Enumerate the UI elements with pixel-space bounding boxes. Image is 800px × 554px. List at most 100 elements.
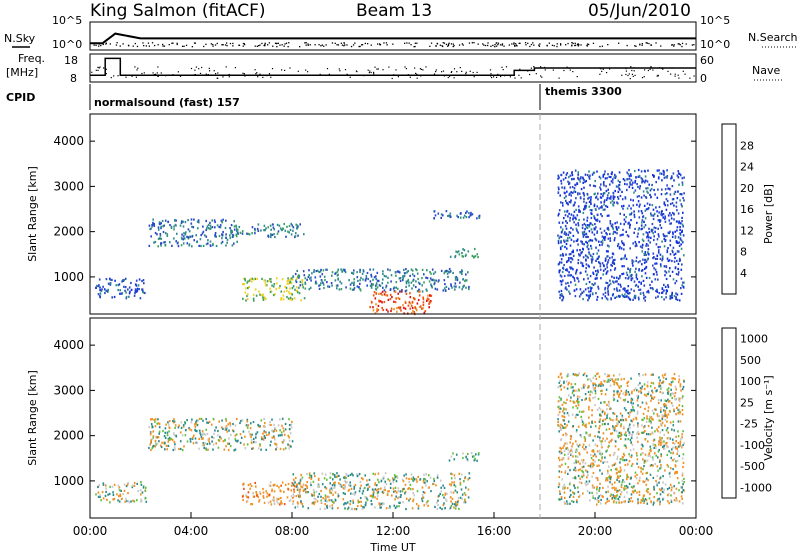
echo-cell bbox=[558, 269, 561, 272]
echo-cell bbox=[200, 234, 202, 237]
echo-cell bbox=[598, 495, 600, 498]
echo-cell bbox=[125, 297, 128, 300]
nsearch-point bbox=[331, 42, 334, 44]
echo-cell bbox=[272, 226, 275, 229]
echo-cell bbox=[295, 280, 298, 284]
echo-cell bbox=[169, 241, 171, 244]
nave-point bbox=[476, 71, 478, 73]
echo-cell bbox=[614, 427, 616, 430]
echo-cell bbox=[622, 242, 625, 245]
echo-cell bbox=[574, 190, 577, 193]
echo-cell bbox=[606, 266, 608, 269]
echo-cell bbox=[276, 223, 279, 226]
echo-cell bbox=[563, 501, 566, 504]
echo-cell bbox=[569, 266, 571, 269]
echo-cell bbox=[296, 488, 299, 491]
echo-cell bbox=[374, 496, 376, 499]
echo-cell bbox=[674, 377, 676, 381]
echo-cell bbox=[608, 444, 610, 447]
echo-cell bbox=[664, 274, 666, 277]
echo-cell bbox=[664, 220, 667, 223]
echo-cell bbox=[679, 193, 681, 196]
echo-cell bbox=[670, 381, 673, 384]
echo-cell bbox=[195, 234, 197, 237]
echo-cell bbox=[574, 475, 576, 479]
echo-cell bbox=[350, 487, 353, 490]
echo-cell bbox=[365, 501, 367, 504]
nave-point bbox=[451, 71, 453, 73]
echo-cell bbox=[659, 419, 662, 422]
echo-cell bbox=[569, 437, 572, 441]
echo-cell bbox=[645, 244, 647, 247]
nsearch-point bbox=[413, 46, 415, 48]
echo-cell bbox=[560, 384, 563, 387]
echo-cell bbox=[124, 289, 126, 292]
echo-cell bbox=[636, 491, 638, 494]
echo-cell bbox=[568, 182, 571, 185]
echo-cell bbox=[220, 242, 223, 245]
nsearch-point bbox=[216, 42, 218, 45]
echo-cell bbox=[618, 501, 621, 504]
echo-cell bbox=[291, 278, 294, 281]
echo-cell bbox=[254, 434, 257, 437]
echo-cell bbox=[661, 381, 663, 385]
echo-cell bbox=[96, 284, 98, 287]
nave-point bbox=[420, 75, 422, 77]
echo-cell bbox=[629, 274, 632, 277]
echo-cell bbox=[572, 217, 574, 220]
nave-point bbox=[217, 72, 219, 74]
echo-cell bbox=[324, 486, 326, 489]
echo-cell bbox=[235, 433, 238, 436]
echo-cell bbox=[585, 235, 587, 239]
echo-cell bbox=[464, 499, 466, 502]
echo-cell bbox=[344, 476, 346, 479]
echo-cell bbox=[429, 294, 431, 297]
nsky-series-line bbox=[90, 32, 696, 45]
echo-cell bbox=[633, 191, 635, 194]
echo-cell bbox=[270, 228, 272, 231]
echo-cell bbox=[641, 178, 644, 181]
echo-cell bbox=[572, 455, 574, 458]
nsearch-label: N.Search bbox=[748, 31, 798, 44]
echo-cell bbox=[640, 224, 643, 227]
echo-cell bbox=[673, 253, 675, 256]
echo-cell bbox=[161, 441, 163, 444]
echo-cell bbox=[136, 482, 138, 485]
echo-cell bbox=[262, 491, 265, 494]
echo-cell bbox=[640, 391, 643, 394]
echo-cell bbox=[680, 203, 683, 206]
echo-cell bbox=[616, 457, 618, 460]
echo-cell bbox=[313, 494, 315, 497]
echo-cell bbox=[638, 227, 640, 230]
echo-cell bbox=[248, 285, 250, 289]
echo-cell bbox=[585, 206, 587, 209]
nsearch-point bbox=[495, 45, 498, 47]
nsearch-point bbox=[256, 45, 258, 47]
echo-cell bbox=[573, 279, 576, 282]
echo-cell bbox=[362, 478, 364, 481]
echo-cell bbox=[139, 297, 142, 300]
echo-cell bbox=[182, 238, 185, 241]
echo-cell bbox=[363, 506, 365, 509]
nsearch-point bbox=[304, 42, 306, 44]
nave-point bbox=[136, 69, 138, 71]
echo-cell bbox=[568, 200, 571, 204]
echo-cell bbox=[576, 268, 578, 272]
echo-cell bbox=[455, 504, 457, 507]
nsearch-point bbox=[232, 42, 234, 45]
echo-cell bbox=[608, 245, 610, 248]
echo-cell bbox=[590, 247, 593, 250]
echo-cell bbox=[186, 440, 189, 443]
nave-point bbox=[661, 67, 663, 69]
nave-point bbox=[376, 68, 378, 70]
nave-point bbox=[157, 75, 159, 77]
echo-cell bbox=[140, 481, 142, 484]
echo-cell bbox=[639, 288, 642, 291]
echo-cell bbox=[569, 469, 571, 472]
echo-cell bbox=[607, 287, 609, 290]
echo-cell bbox=[663, 415, 665, 418]
echo-cell bbox=[175, 240, 177, 243]
echo-cell bbox=[241, 230, 244, 233]
echo-cell bbox=[626, 473, 628, 476]
echo-cell bbox=[150, 440, 152, 443]
